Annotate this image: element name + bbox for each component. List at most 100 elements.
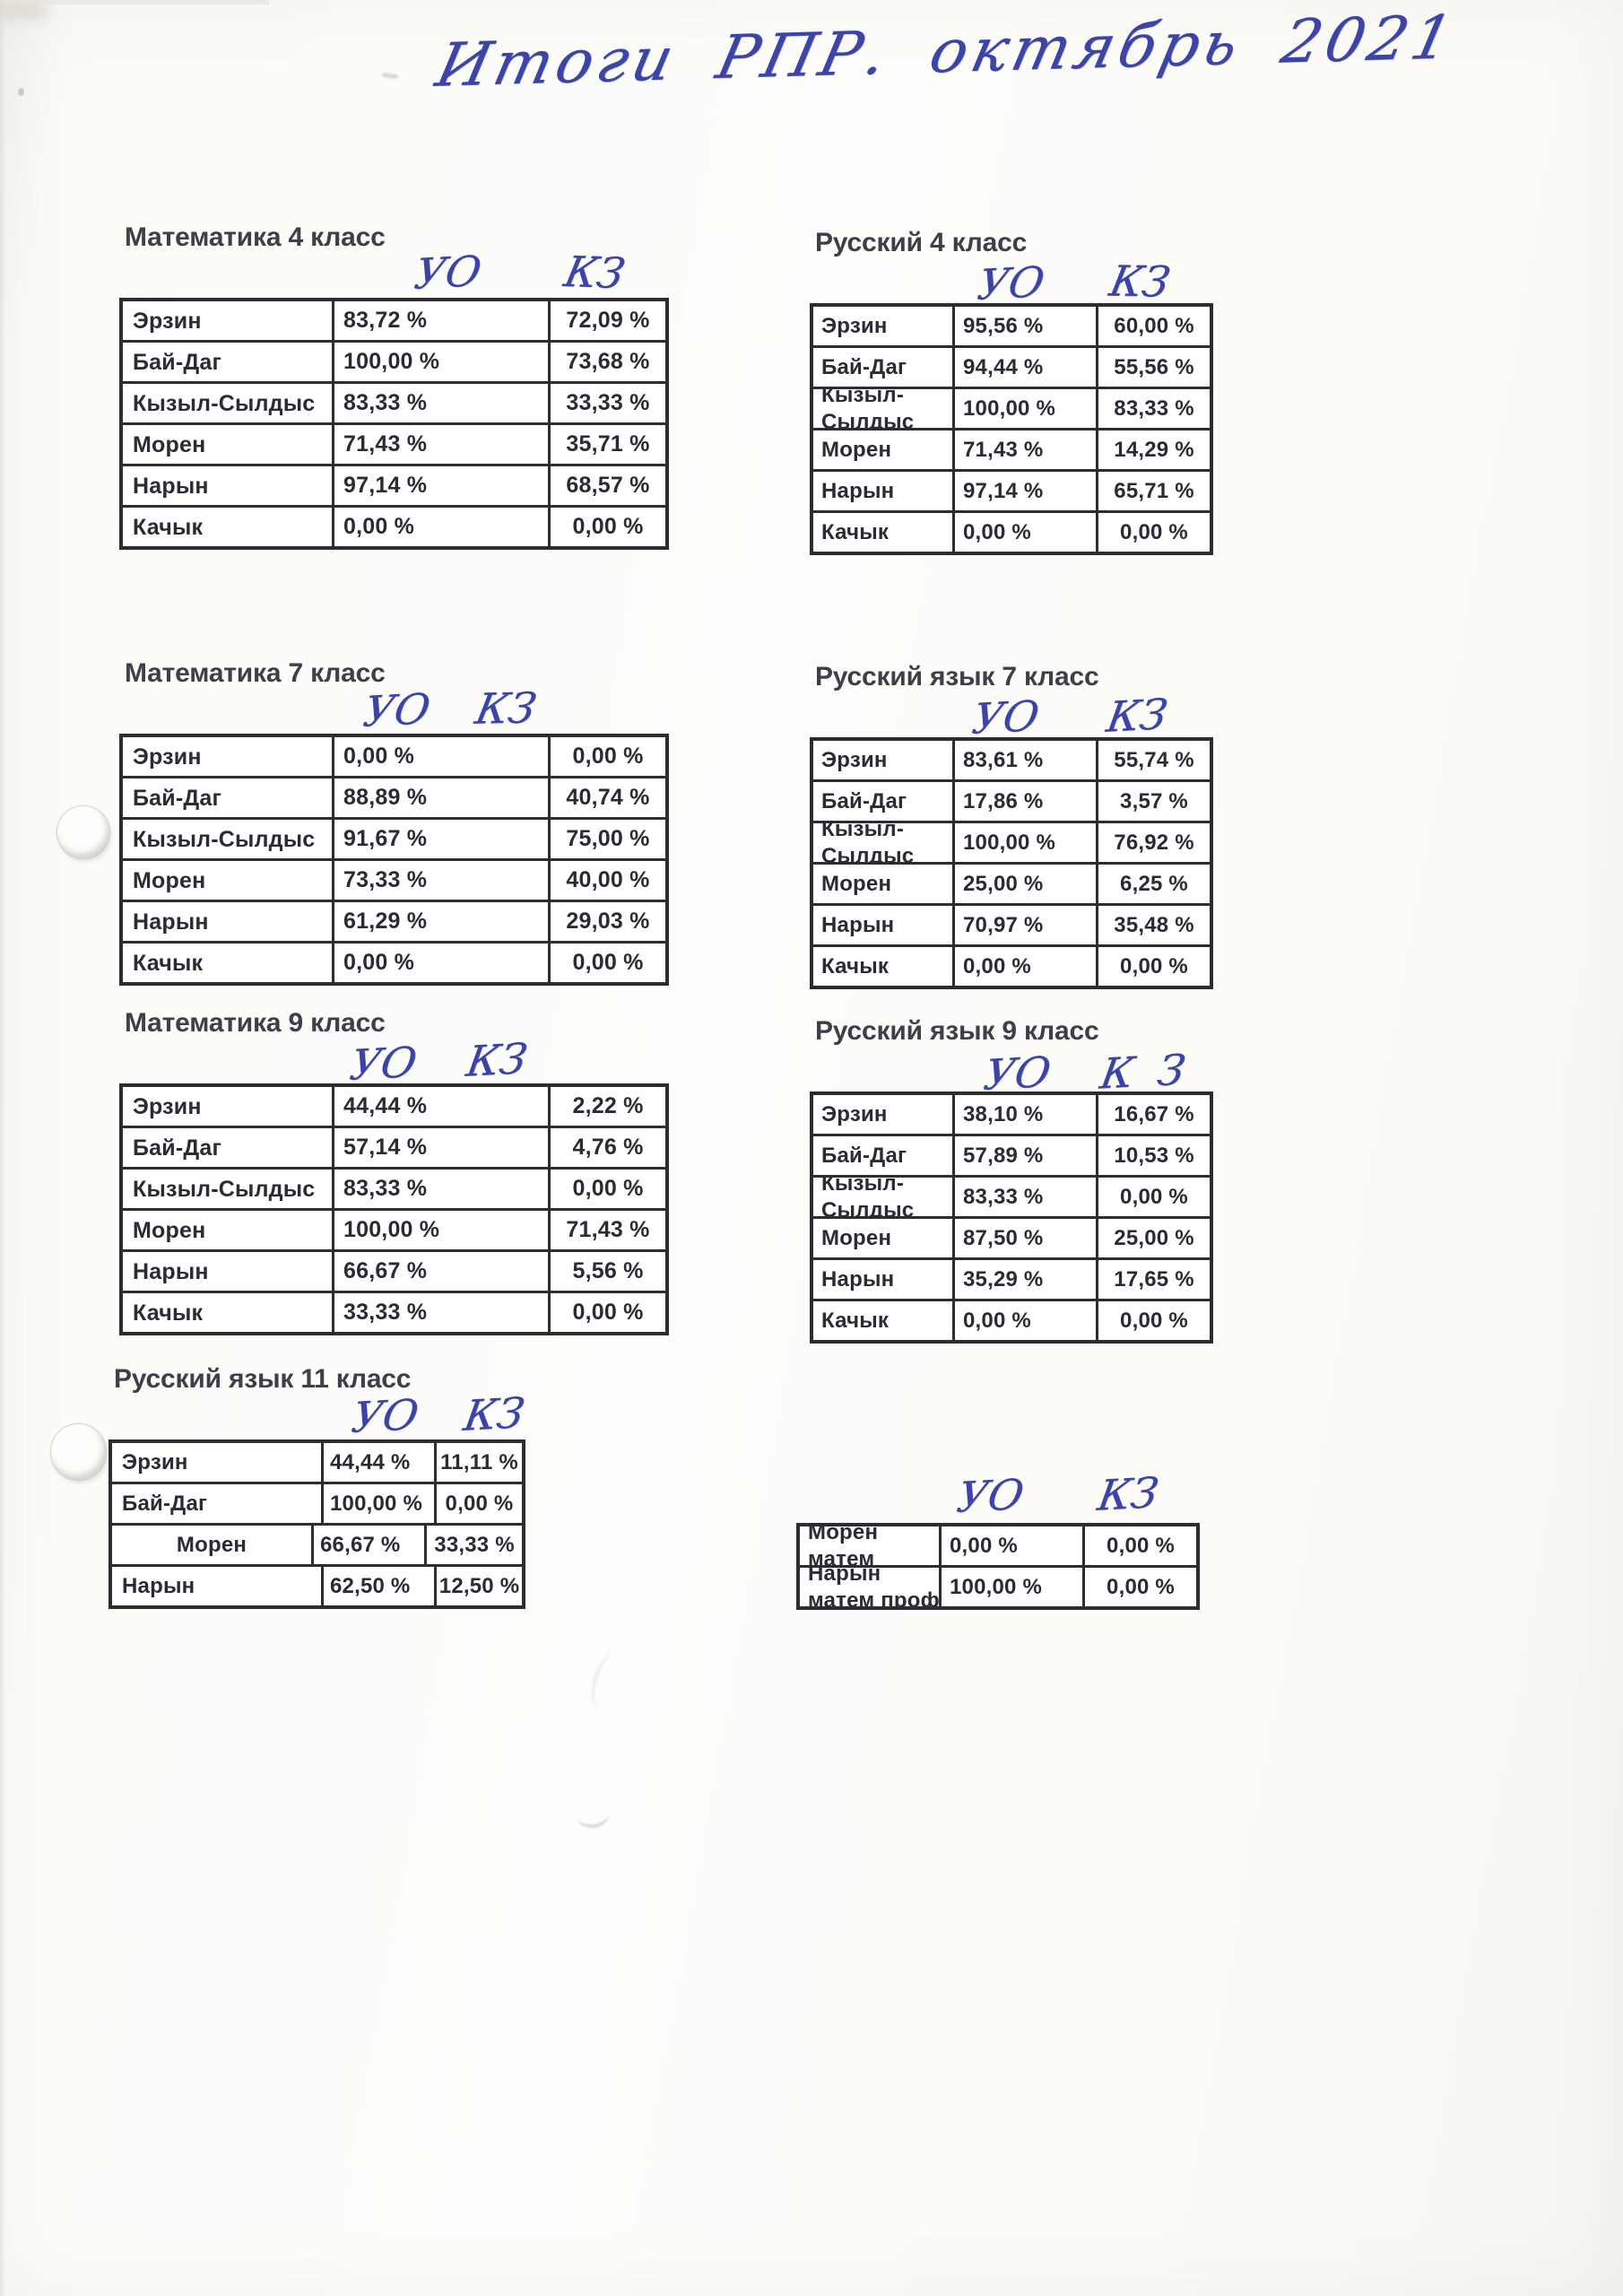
uo-value-cell: 61,29 % <box>332 902 548 941</box>
kz-value-cell: 40,00 % <box>548 861 665 900</box>
handwritten-uo-label: УО <box>974 257 1048 310</box>
kz-value-cell: 25,00 % <box>1096 1219 1210 1257</box>
uo-value-cell: 57,14 % <box>332 1128 548 1167</box>
school-name-cell: Бай-Даг <box>133 1135 222 1161</box>
kz-value-cell: 55,56 % <box>1096 348 1210 387</box>
table-row: Качык 33,33 % 0,00 % <box>123 1291 665 1332</box>
kz-value-cell: 65,71 % <box>1096 472 1210 510</box>
kz-value-cell: 76,92 % <box>1096 823 1210 862</box>
school-name-cell: Нарын матем проф <box>808 1568 939 1606</box>
table-row: Бай-Даг 17,86 % 3,57 % <box>813 779 1210 821</box>
kz-value-cell: 5,56 % <box>548 1252 665 1291</box>
uo-value-cell: 25,00 % <box>952 865 1096 903</box>
table-row: Морен 25,00 % 6,25 % <box>813 862 1210 903</box>
table-row: Бай-Даг 94,44 % 55,56 % <box>813 345 1210 387</box>
table-row: Качык 0,00 % 0,00 % <box>813 944 1210 986</box>
table-title: Математика 7 класс <box>125 658 386 688</box>
uo-value-cell: 70,97 % <box>952 906 1096 944</box>
school-name-cell: Нарын <box>122 1573 195 1598</box>
handwritten-kz-label: КЗ <box>471 683 541 735</box>
kz-value-cell: 35,48 % <box>1096 906 1210 944</box>
uo-value-cell: 83,33 % <box>332 384 548 422</box>
kz-value-cell: 0,00 % <box>548 1293 665 1332</box>
school-name-cell: Нарын <box>133 1258 209 1284</box>
punch-hole <box>57 806 109 858</box>
table-row: Бай-Даг 57,89 % 10,53 % <box>813 1134 1210 1175</box>
table-row: Бай-Даг 57,14 % 4,76 % <box>123 1126 665 1167</box>
section-math-7: Математика 7 класс УО КЗ Эрзин 0,00 % 0,00… <box>119 658 669 986</box>
school-name-cell: Качык <box>133 950 204 976</box>
kz-value-cell: 29,03 % <box>548 902 665 941</box>
handwritten-uo-label: УО <box>980 1048 1055 1100</box>
school-name-cell: Морен матем <box>808 1526 879 1565</box>
kz-value-cell: 0,00 % <box>1096 947 1210 986</box>
uo-value-cell: 83,72 % <box>332 301 548 340</box>
table-row: Качык 0,00 % 0,00 % <box>123 941 665 982</box>
school-name-cell: Морен <box>821 871 892 896</box>
table-row: Кызыл-Сылдыс 83,33 %0,00 % <box>123 1167 665 1208</box>
table-row: Кызыл-Сылдыс 83,33 % 33,33 % <box>123 381 665 422</box>
school-name-cell: Морен <box>133 867 206 893</box>
uo-value-cell: 35,29 % <box>952 1260 1096 1299</box>
school-name-cell: Качык <box>821 953 890 978</box>
handwritten-uo-label: УО <box>346 1038 421 1091</box>
uo-value-cell: 0,00 % <box>952 947 1096 986</box>
uo-value-cell: 66,67 % <box>332 1252 548 1291</box>
section-extra-bottom: УО КЗ Морен матем 0,00 % 0,00 % Нарын матем п… <box>796 1468 1200 1610</box>
table-row: Кызыл- Сылдыс 100,00 % 76,92 % <box>813 821 1210 862</box>
kz-value-cell: 0,00 % <box>1096 513 1210 552</box>
section-math-9: Математика 9 класс УО КЗ Эрзин 44,44 % 2,2… <box>119 1008 669 1335</box>
table-row: Эрзин 44,44 % 2,22 % <box>123 1087 665 1126</box>
school-name-cell: Нарын <box>821 478 895 503</box>
handwritten-page-title: Итоги РПР. октябрь 2021 <box>430 2 1463 100</box>
table-title: Русский язык 9 класс <box>815 1016 1099 1046</box>
kz-value-cell: 0,00 % <box>434 1484 522 1523</box>
uo-value-cell: 83,33 % <box>952 1178 1096 1216</box>
results-table: Эрзин 95,56 % 60,00 % Бай-Даг 94,44 % 55,56 %… <box>810 303 1213 555</box>
school-name-cell: Бай-Даг <box>133 785 222 811</box>
uo-value-cell: 83,33 % <box>332 1170 548 1208</box>
handwritten-kz-label: КЗ <box>463 1034 531 1087</box>
handwritten-kz-label: КЗ <box>1105 257 1174 308</box>
kz-value-cell: 0,00 % <box>548 508 665 546</box>
kz-value-cell: 83,33 % <box>1096 389 1210 428</box>
table-row: Нарын 62,50 % 12,50 % <box>112 1564 522 1605</box>
uo-value-cell: 100,00 % <box>321 1484 434 1523</box>
table-row: Морен 71,43 % 14,29 % <box>813 428 1210 469</box>
uo-value-cell: 0,00 % <box>332 508 548 546</box>
uo-value-cell: 0,00 % <box>332 944 548 982</box>
table-row: Кызыл- Сылдыс 100,00 % 83,33 % <box>813 387 1210 428</box>
school-name-cell: Качык <box>821 519 890 544</box>
table-row: Качык 0,00 % 0,00 % <box>813 510 1210 552</box>
kz-value-cell: 33,33 % <box>424 1526 522 1564</box>
table-row: Эрзин 95,56 % 60,00 % <box>813 307 1210 345</box>
kz-value-cell: 35,71 % <box>548 425 665 464</box>
table-row: Морен 71,43 % 35,71 % <box>123 422 665 464</box>
table-row: Нарын 70,97 % 35,48 % <box>813 903 1210 944</box>
table-row: Нарын 97,14 % 68,57 % <box>123 464 665 505</box>
school-name-cell: Эрзин <box>821 1101 888 1126</box>
scan-edge-shadow <box>0 0 5 2296</box>
table-row: Кызыл-Сылдыс 91,67 % 75,00 % <box>123 817 665 858</box>
table-row: Эрзин 0,00 % 0,00 % <box>123 737 665 776</box>
uo-value-cell: 44,44 % <box>321 1443 434 1482</box>
uo-value-cell: 100,00 % <box>952 389 1096 428</box>
table-row: Нарын 66,67 % 5,56 % <box>123 1249 665 1291</box>
school-name-cell: Эрзин <box>122 1449 188 1474</box>
scan-corner-smudge <box>0 0 47 20</box>
school-name-cell: Эрзин <box>821 747 888 772</box>
punch-hole <box>51 1424 106 1480</box>
table-title: Математика 4 класс <box>125 222 386 252</box>
kz-value-cell: 3,57 % <box>1096 782 1210 821</box>
school-name-cell: Бай-Даг <box>821 1143 907 1168</box>
kz-value-cell: 17,65 % <box>1096 1260 1210 1299</box>
table-row: Нарын 35,29 % 17,65 % <box>813 1257 1210 1299</box>
uo-value-cell: 97,14 % <box>952 472 1096 510</box>
section-rus-11: Русский язык 11 класс УО КЗ Эрзин 44,44 %… <box>108 1364 527 1609</box>
handwritten-uo-label: УО <box>968 691 1043 744</box>
table-row: Бай-Даг 88,89 % 40,74 % <box>123 776 665 817</box>
school-name-cell: Качык <box>133 1300 204 1326</box>
uo-value-cell: 0,00 % <box>939 1526 1082 1565</box>
section-rus-7: Русский язык 7 класс УО КЗ Эрзин 83,61 % 5… <box>810 662 1213 989</box>
school-name-cell: Качык <box>133 514 204 540</box>
